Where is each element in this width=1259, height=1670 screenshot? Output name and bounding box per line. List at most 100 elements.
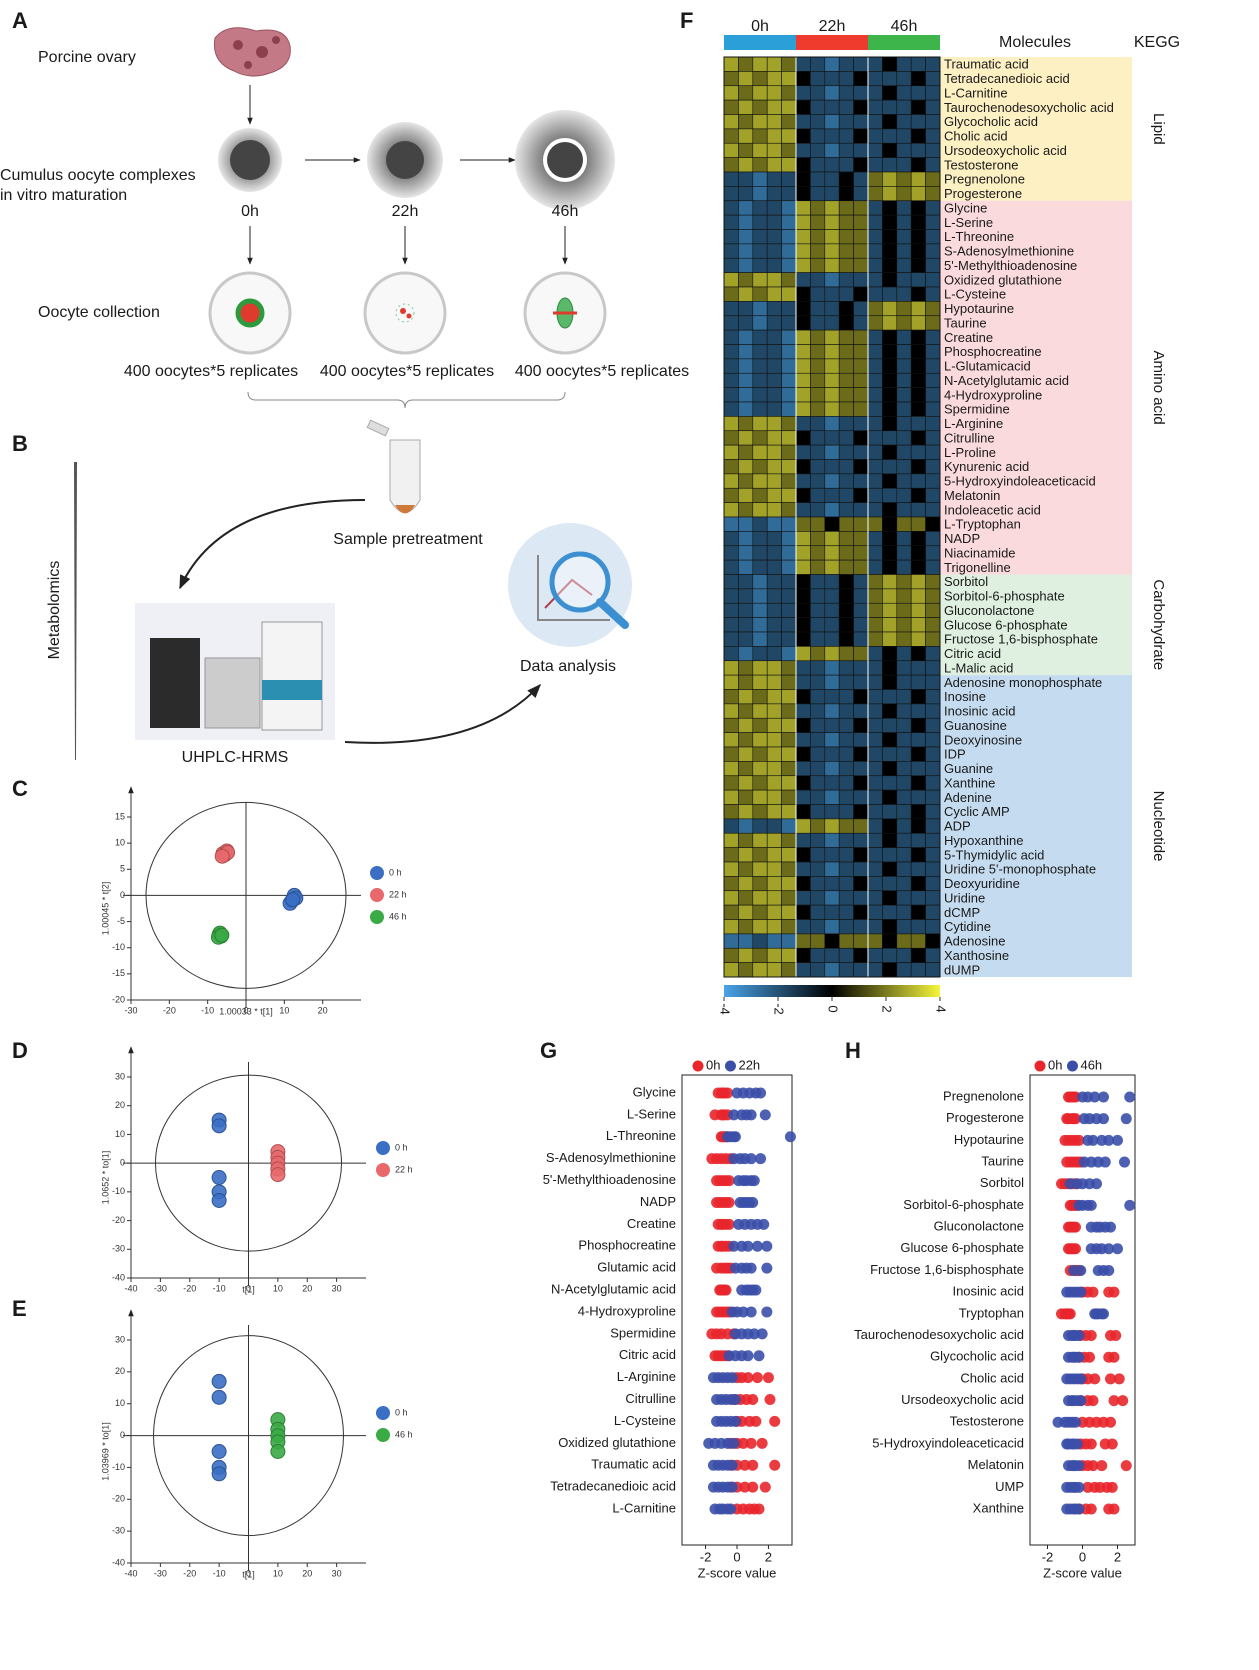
heat-cell (896, 516, 912, 532)
category-label: Citrulline (625, 1391, 676, 1406)
y-tick-label: -20 (112, 1215, 125, 1225)
heat-cell (853, 832, 869, 848)
ovary (213, 27, 291, 77)
heat-cell (766, 847, 782, 863)
legend-swatch (376, 1163, 390, 1177)
row-label: Sorbitol (944, 574, 988, 589)
mini-line (544, 578, 593, 609)
heat-cell (723, 516, 739, 532)
dot (745, 1109, 757, 1121)
heat-cell (824, 315, 840, 331)
heat-cell (853, 732, 869, 748)
heat-cell (853, 56, 869, 72)
heat-cell (738, 545, 754, 561)
heat-cell (752, 818, 768, 834)
heat-cell (838, 114, 854, 130)
heat-cell (766, 85, 782, 101)
dot (1120, 1460, 1132, 1472)
point (285, 892, 301, 908)
y-tick-label: -30 (112, 1526, 125, 1536)
heat-cell (810, 286, 826, 302)
heat-cell (810, 947, 826, 963)
heat-cell (738, 344, 754, 360)
dot (1073, 1351, 1085, 1363)
legend-label: 0h (706, 1057, 720, 1072)
heat-cell (925, 516, 941, 532)
heat-cell (752, 646, 768, 662)
category-label: Glucose 6-phosphate (900, 1240, 1024, 1255)
heat-cell (867, 344, 883, 360)
heat-cell (867, 947, 883, 963)
dot (1098, 1091, 1109, 1103)
analysis-label: Data analysis (520, 658, 616, 675)
heat-cell (810, 329, 826, 345)
heat-cell (723, 99, 739, 115)
category-label: Sorbitol-6-phosphate (903, 1197, 1024, 1212)
heat-cell (853, 588, 869, 604)
heat-cell (838, 171, 854, 187)
heat-cell (882, 746, 898, 762)
heat-cell (766, 732, 782, 748)
heat-cell (853, 200, 869, 216)
x-tick-label: -40 (124, 1283, 137, 1293)
y-tick-label: 20 (115, 1100, 125, 1110)
heat-cell (925, 171, 941, 187)
heat-cell (853, 631, 869, 647)
heat-cell (925, 732, 941, 748)
heat-cell (838, 56, 854, 72)
category-label: Testosterone (950, 1414, 1024, 1429)
heat-cell (853, 904, 869, 920)
heat-cell (925, 962, 941, 978)
heat-cell (896, 344, 912, 360)
heat-cell (766, 430, 782, 446)
dot (1098, 1308, 1109, 1320)
heat-cell (752, 272, 768, 288)
heat-cell (723, 947, 739, 963)
heat-cell (925, 789, 941, 805)
heat-cell (838, 933, 854, 949)
heat-cell (838, 746, 854, 762)
category-label: Cholic acid (960, 1370, 1024, 1385)
heat-cell (810, 387, 826, 403)
heat-cell (795, 459, 811, 475)
dot (1120, 1113, 1132, 1125)
colorbar-tick-label: 0 (826, 1005, 841, 1012)
heat-cell (910, 689, 926, 705)
heat-cell (882, 301, 898, 317)
dot (739, 1459, 751, 1471)
heat-cell (867, 531, 883, 547)
heat-cell (867, 746, 883, 762)
heat-cell (838, 674, 854, 690)
category-label: N-Acetylglutamic acid (551, 1281, 676, 1296)
heat-cell (853, 919, 869, 935)
heat-cell (910, 315, 926, 331)
category-label: Melatonin (968, 1457, 1024, 1472)
heat-cell (838, 286, 854, 302)
heat-cell (925, 947, 941, 963)
heat-cell (766, 588, 782, 604)
dot (1075, 1286, 1087, 1298)
heat-cell (738, 444, 754, 460)
heat-cell (766, 689, 782, 705)
dot (784, 1131, 796, 1143)
row-label: Hypotaurine (944, 301, 1014, 316)
dot (755, 1153, 767, 1165)
oocyte-0h (235, 298, 265, 328)
heat-cell (738, 214, 754, 230)
heat-cell (766, 416, 782, 432)
colorbar-tick-label: 4 (934, 1005, 949, 1012)
heat-cell (925, 660, 941, 676)
dot (753, 1503, 765, 1515)
heat-cell (723, 171, 739, 187)
heat-cell (853, 430, 869, 446)
heat-cell (925, 588, 941, 604)
x-tick-label: 0 (246, 1283, 251, 1293)
heat-cell (867, 674, 883, 690)
heat-cell (882, 717, 898, 733)
heat-cell (810, 962, 826, 978)
heat-cell (896, 876, 912, 892)
heat-cell (896, 559, 912, 575)
heat-cell (882, 329, 898, 345)
dot (747, 1481, 759, 1493)
